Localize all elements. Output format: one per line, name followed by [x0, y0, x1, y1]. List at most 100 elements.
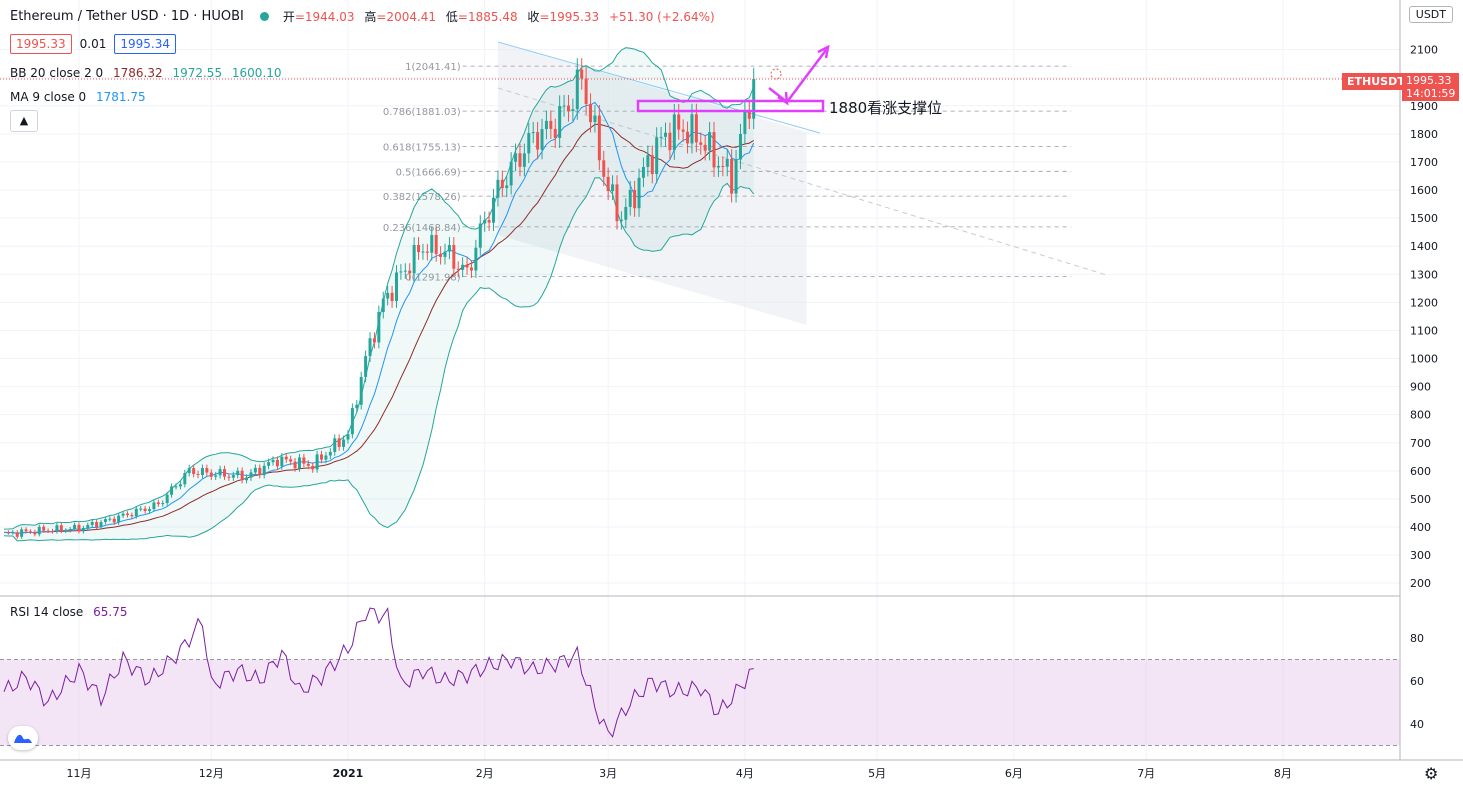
candles — [6, 58, 756, 539]
candle — [42, 524, 46, 533]
time-tick-label: 2月 — [476, 767, 494, 780]
candle — [738, 123, 742, 170]
price-axis-labels[interactable]: 2100200019001800170016001500140013001200… — [1410, 44, 1438, 591]
candle — [337, 434, 341, 451]
candle — [681, 119, 685, 142]
bb-upper-value: 1972.55 — [172, 66, 223, 80]
candle — [487, 211, 491, 231]
collapse-legend-button[interactable]: ▲ — [10, 110, 38, 132]
gear-icon[interactable]: ⚙ — [1424, 764, 1439, 783]
candle — [223, 465, 226, 480]
candle — [11, 530, 15, 535]
rsi-value: 65.75 — [93, 605, 128, 619]
candle — [531, 121, 535, 144]
change-value: +51.30 (+2.64%) — [608, 10, 715, 24]
candle — [734, 149, 738, 203]
high-label: 高 — [364, 10, 377, 24]
candle — [28, 529, 32, 534]
candle — [152, 499, 156, 512]
channel-upper-line — [497, 41, 820, 134]
candle — [628, 180, 632, 216]
candle — [655, 127, 659, 184]
candle — [721, 156, 725, 177]
tradingview-logo-icon[interactable] — [8, 726, 38, 750]
fib-level-label: 0.382(1578.26) — [383, 192, 461, 203]
price-tick-label: 1800 — [1410, 128, 1438, 141]
forecast-arrow[interactable] — [768, 44, 830, 106]
time-tick-label: 8月 — [1274, 767, 1292, 780]
symbol-price-tag: ETHUSDT — [1342, 73, 1410, 90]
candle — [174, 483, 178, 490]
fib-level-label: 0.5(1666.69) — [396, 167, 461, 178]
price-tick-label: 1100 — [1410, 324, 1438, 337]
candle — [399, 264, 403, 280]
time-tick-label: 3月 — [599, 767, 617, 780]
buy-price-button[interactable]: 1995.34 — [114, 34, 176, 54]
candle — [747, 99, 751, 130]
candle — [417, 237, 421, 260]
candle — [59, 522, 63, 534]
ma-legend[interactable]: MA 9 close 0 1781.75 — [10, 90, 146, 104]
candle — [77, 522, 81, 534]
channel-lines — [497, 41, 1107, 276]
support-zone-box[interactable] — [636, 99, 825, 113]
candle — [430, 226, 434, 261]
candle — [465, 257, 469, 275]
candle — [24, 527, 28, 534]
candle — [394, 265, 398, 308]
ohlc-readout: 开=1944.03 高=2004.41 低=1885.48 收=1995.33 … — [283, 8, 721, 25]
chevron-up-icon: ▲ — [19, 114, 29, 127]
candle — [372, 332, 376, 349]
candle — [20, 527, 24, 539]
candle — [214, 472, 218, 481]
candle — [668, 122, 672, 160]
candle — [121, 511, 125, 519]
sell-price-button[interactable]: 1995.33 — [10, 34, 72, 54]
rsi-legend[interactable]: RSI 14 close 65.75 — [10, 605, 128, 619]
candle — [553, 118, 557, 148]
candle — [262, 462, 266, 479]
price-tick-label: 1000 — [1410, 353, 1438, 366]
candle — [6, 530, 10, 535]
bb-legend-name: BB 20 close 2 0 — [10, 66, 104, 80]
candle — [571, 98, 575, 122]
candle — [593, 105, 597, 133]
candle — [249, 469, 253, 481]
candle — [456, 261, 460, 278]
candle — [443, 243, 447, 265]
candle — [421, 243, 425, 260]
close-value: =1995.33 — [539, 10, 600, 24]
candle — [425, 243, 429, 261]
symbol-title[interactable]: Ethereum / Tether USD · 1D · HUOBI — [10, 9, 244, 24]
rsi-legend-name: RSI 14 close — [10, 605, 84, 619]
candle — [597, 105, 601, 170]
candle — [275, 456, 279, 470]
candle — [664, 122, 667, 147]
time-axis-labels[interactable]: 11月 12月 2021 2月 3月 4月 5月 6月 7月 8月 — [66, 767, 1291, 780]
bollinger-band-fill — [4, 47, 754, 541]
candle — [64, 528, 68, 534]
price-tick-label: 2100 — [1410, 44, 1438, 57]
last-price-tag-value: 1995.33 — [1406, 74, 1452, 87]
currency-button[interactable]: USDT — [1408, 6, 1453, 23]
price-tick-label: 1900 — [1410, 100, 1438, 113]
close-label: 收 — [527, 10, 540, 24]
support-annotation[interactable]: 1880看涨支撑位 — [829, 99, 943, 117]
candle — [359, 371, 363, 410]
high-value: =2004.41 — [376, 10, 437, 24]
candle — [143, 505, 147, 514]
candle — [346, 430, 350, 444]
candle — [483, 211, 487, 232]
bb-legend[interactable]: BB 20 close 2 0 1786.32 1972.55 1600.10 — [10, 66, 282, 80]
forecast-marker — [770, 68, 782, 80]
candle — [51, 528, 55, 534]
candle — [117, 513, 121, 525]
candle — [549, 110, 553, 140]
candle — [306, 460, 310, 470]
fibonacci-levels: 1(2041.41) 0.786(1881.03) 0.618(1755.13) 0.… — [383, 62, 1072, 284]
chart-header: Ethereum / Tether USD · 1D · HUOBI 开=194… — [10, 8, 721, 25]
candle — [509, 152, 513, 195]
candle — [708, 121, 712, 161]
fib-level-label: 0.618(1755.13) — [383, 142, 461, 153]
